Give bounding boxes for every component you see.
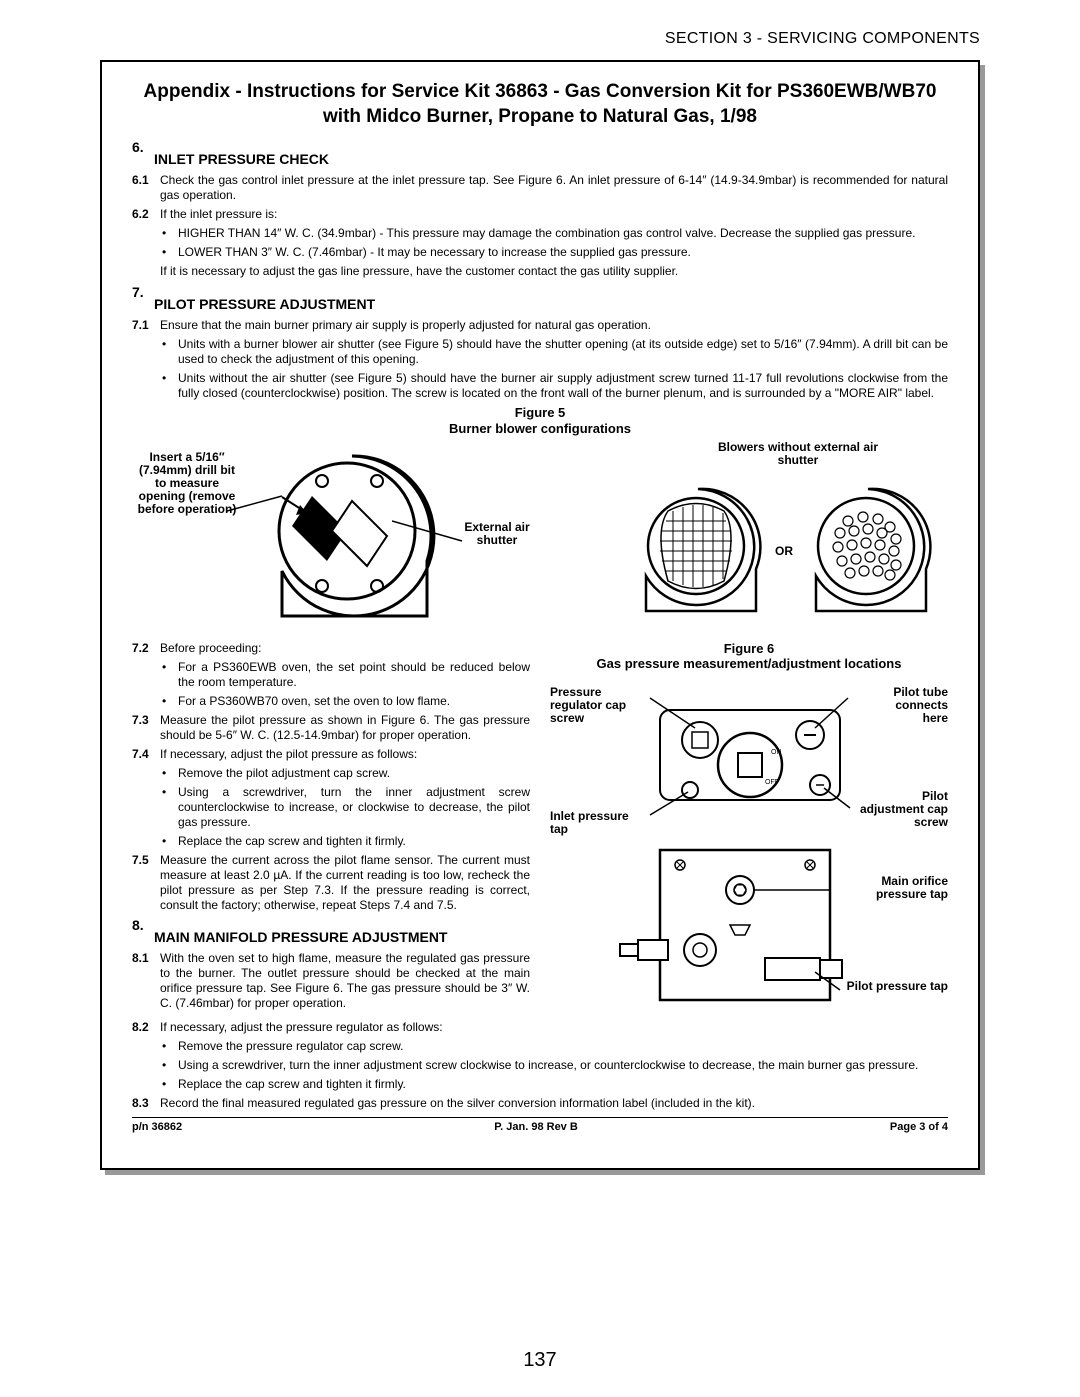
fig6-t1: Figure 6 bbox=[550, 641, 948, 657]
sec7-num: 7. bbox=[132, 284, 154, 318]
leader-line-icon bbox=[227, 471, 287, 521]
p-8-2-num: 8.2 bbox=[132, 1020, 160, 1035]
p-6-2: 6.2 If the inlet pressure is: bbox=[132, 207, 948, 222]
fig5-t1: Figure 5 bbox=[132, 405, 948, 421]
p-7-2-num: 7.2 bbox=[132, 641, 160, 656]
p-6-1-text: Check the gas control inlet pressure at … bbox=[160, 173, 948, 203]
callout-drill-bit: Insert a 5/16″ (7.94mm) drill bit to mea… bbox=[132, 451, 242, 517]
p-7-5-text: Measure the current across the pilot fla… bbox=[160, 853, 530, 913]
figure-5-title: Figure 5 Burner blower configurations bbox=[132, 405, 948, 436]
p-7-4-text: If necessary, adjust the pilot pressure … bbox=[160, 747, 530, 762]
p82-b1: Remove the pressure regulator cap screw. bbox=[178, 1039, 948, 1054]
p-7-1-num: 7.1 bbox=[132, 318, 160, 333]
p74-b2: Using a screwdriver, turn the inner adju… bbox=[178, 785, 530, 830]
appendix-title: Appendix - Instructions for Service Kit … bbox=[132, 80, 948, 129]
leader-line-icon bbox=[392, 511, 472, 561]
sec6-bullets: HIGHER THAN 14″ W. C. (34.9mbar) - This … bbox=[132, 226, 948, 260]
p-7-3-text: Measure the pilot pressure as shown in F… bbox=[160, 713, 530, 743]
p72-b1: For a PS360EWB oven, the set point shoul… bbox=[178, 660, 530, 690]
sec7-heading: 7. PILOT PRESSURE ADJUSTMENT bbox=[132, 284, 948, 318]
p82-bullets: Remove the pressure regulator cap screw.… bbox=[132, 1039, 948, 1092]
left-column: 7.2 Before proceeding: For a PS360EWB ov… bbox=[132, 641, 530, 1020]
fig6-t2: Gas pressure measurement/adjustment loca… bbox=[550, 656, 948, 672]
p-7-3: 7.3 Measure the pilot pressure as shown … bbox=[132, 713, 530, 743]
p74-bullets: Remove the pilot adjustment cap screw. U… bbox=[132, 766, 530, 849]
sec6-b1: HIGHER THAN 14″ W. C. (34.9mbar) - This … bbox=[178, 226, 948, 241]
p-7-5: 7.5 Measure the current across the pilot… bbox=[132, 853, 530, 913]
sec6-title: INLET PRESSURE CHECK bbox=[154, 151, 329, 167]
callout-or: OR bbox=[775, 545, 793, 558]
callout-blowers-without: Blowers without external air shutter bbox=[708, 441, 888, 467]
p82-b3: Replace the cap screw and tighten it fir… bbox=[178, 1077, 948, 1092]
doc-page-number: 137 bbox=[0, 1349, 1080, 1372]
p-8-3: 8.3 Record the final measured regulated … bbox=[132, 1096, 948, 1111]
footer-rev: P. Jan. 98 Rev B bbox=[494, 1121, 578, 1133]
sec7-bullets: Units with a burner blower air shutter (… bbox=[132, 337, 948, 401]
p74-b3: Replace the cap screw and tighten it fir… bbox=[178, 834, 530, 849]
p-6-1: 6.1 Check the gas control inlet pressure… bbox=[132, 173, 948, 203]
p-8-3-text: Record the final measured regulated gas … bbox=[160, 1096, 948, 1111]
p72-bullets: For a PS360EWB oven, the set point shoul… bbox=[132, 660, 530, 709]
p-8-1-num: 8.1 bbox=[132, 951, 160, 1011]
sec8-heading: 8. MAIN MANIFOLD PRESSURE ADJUSTMENT bbox=[132, 917, 530, 951]
p-7-4: 7.4 If necessary, adjust the pilot press… bbox=[132, 747, 530, 762]
blower-mesh-icon bbox=[628, 481, 768, 621]
p72-b2: For a PS360WB70 oven, set the oven to lo… bbox=[178, 694, 530, 709]
svg-text:ON: ON bbox=[771, 749, 782, 756]
p-6-2-num: 6.2 bbox=[132, 207, 160, 222]
page-frame: Appendix - Instructions for Service Kit … bbox=[100, 60, 980, 1170]
section-header: SECTION 3 - SERVICING COMPONENTS bbox=[665, 30, 980, 48]
figure-6: Pressure regulator cap screw Pilot tube … bbox=[550, 680, 948, 1020]
sec8-title: MAIN MANIFOLD PRESSURE ADJUSTMENT bbox=[154, 929, 448, 945]
p-7-5-num: 7.5 bbox=[132, 853, 160, 913]
p-6-1-num: 6.1 bbox=[132, 173, 160, 203]
two-column-area: 7.2 Before proceeding: For a PS360EWB ov… bbox=[132, 641, 948, 1020]
blower-holes-icon bbox=[798, 481, 938, 621]
sec6-heading: 6. INLET PRESSURE CHECK bbox=[132, 139, 948, 173]
footer-page: Page 3 of 4 bbox=[890, 1121, 948, 1133]
sec7-b2: Units without the air shutter (see Figur… bbox=[178, 371, 948, 401]
p-8-1-text: With the oven set to high flame, measure… bbox=[160, 951, 530, 1011]
p-7-2-text: Before proceeding: bbox=[160, 641, 530, 656]
figure-5: Insert a 5/16″ (7.94mm) drill bit to mea… bbox=[132, 441, 948, 641]
sec6-num: 6. bbox=[132, 139, 154, 173]
sec8-num: 8. bbox=[132, 917, 154, 951]
callout-external-shutter: External air shutter bbox=[462, 521, 532, 547]
callout-pilot-tube: Pilot tube connects here bbox=[868, 686, 948, 726]
p-6-2-text: If the inlet pressure is: bbox=[160, 207, 948, 222]
footer-pn: p/n 36862 bbox=[132, 1121, 182, 1133]
p-8-2: 8.2 If necessary, adjust the pressure re… bbox=[132, 1020, 948, 1035]
fig5-t2: Burner blower configurations bbox=[132, 421, 948, 437]
p-7-1-text: Ensure that the main burner primary air … bbox=[160, 318, 948, 333]
p82-b2: Using a screwdriver, turn the inner adju… bbox=[178, 1058, 948, 1073]
sec6-b2: LOWER THAN 3″ W. C. (7.46mbar) - It may … bbox=[178, 245, 948, 260]
sec6-note: If it is necessary to adjust the gas lin… bbox=[132, 264, 948, 278]
p-8-3-num: 8.3 bbox=[132, 1096, 160, 1111]
p-7-1: 7.1 Ensure that the main burner primary … bbox=[132, 318, 948, 333]
right-column: Figure 6 Gas pressure measurement/adjust… bbox=[550, 641, 948, 1020]
sec7-title: PILOT PRESSURE ADJUSTMENT bbox=[154, 296, 375, 312]
p-8-1: 8.1 With the oven set to high flame, mea… bbox=[132, 951, 530, 1011]
page-footer: p/n 36862 P. Jan. 98 Rev B Page 3 of 4 bbox=[132, 1117, 948, 1133]
p-7-3-num: 7.3 bbox=[132, 713, 160, 743]
gas-valve-icon: ON OFF bbox=[620, 680, 880, 830]
p74-b1: Remove the pilot adjustment cap screw. bbox=[178, 766, 530, 781]
svg-text:OFF: OFF bbox=[765, 779, 779, 786]
p-7-4-num: 7.4 bbox=[132, 747, 160, 762]
p-7-2: 7.2 Before proceeding: bbox=[132, 641, 530, 656]
p-8-2-text: If necessary, adjust the pressure regula… bbox=[160, 1020, 948, 1035]
sec7-b1: Units with a burner blower air shutter (… bbox=[178, 337, 948, 367]
orifice-plate-icon bbox=[600, 840, 880, 1020]
